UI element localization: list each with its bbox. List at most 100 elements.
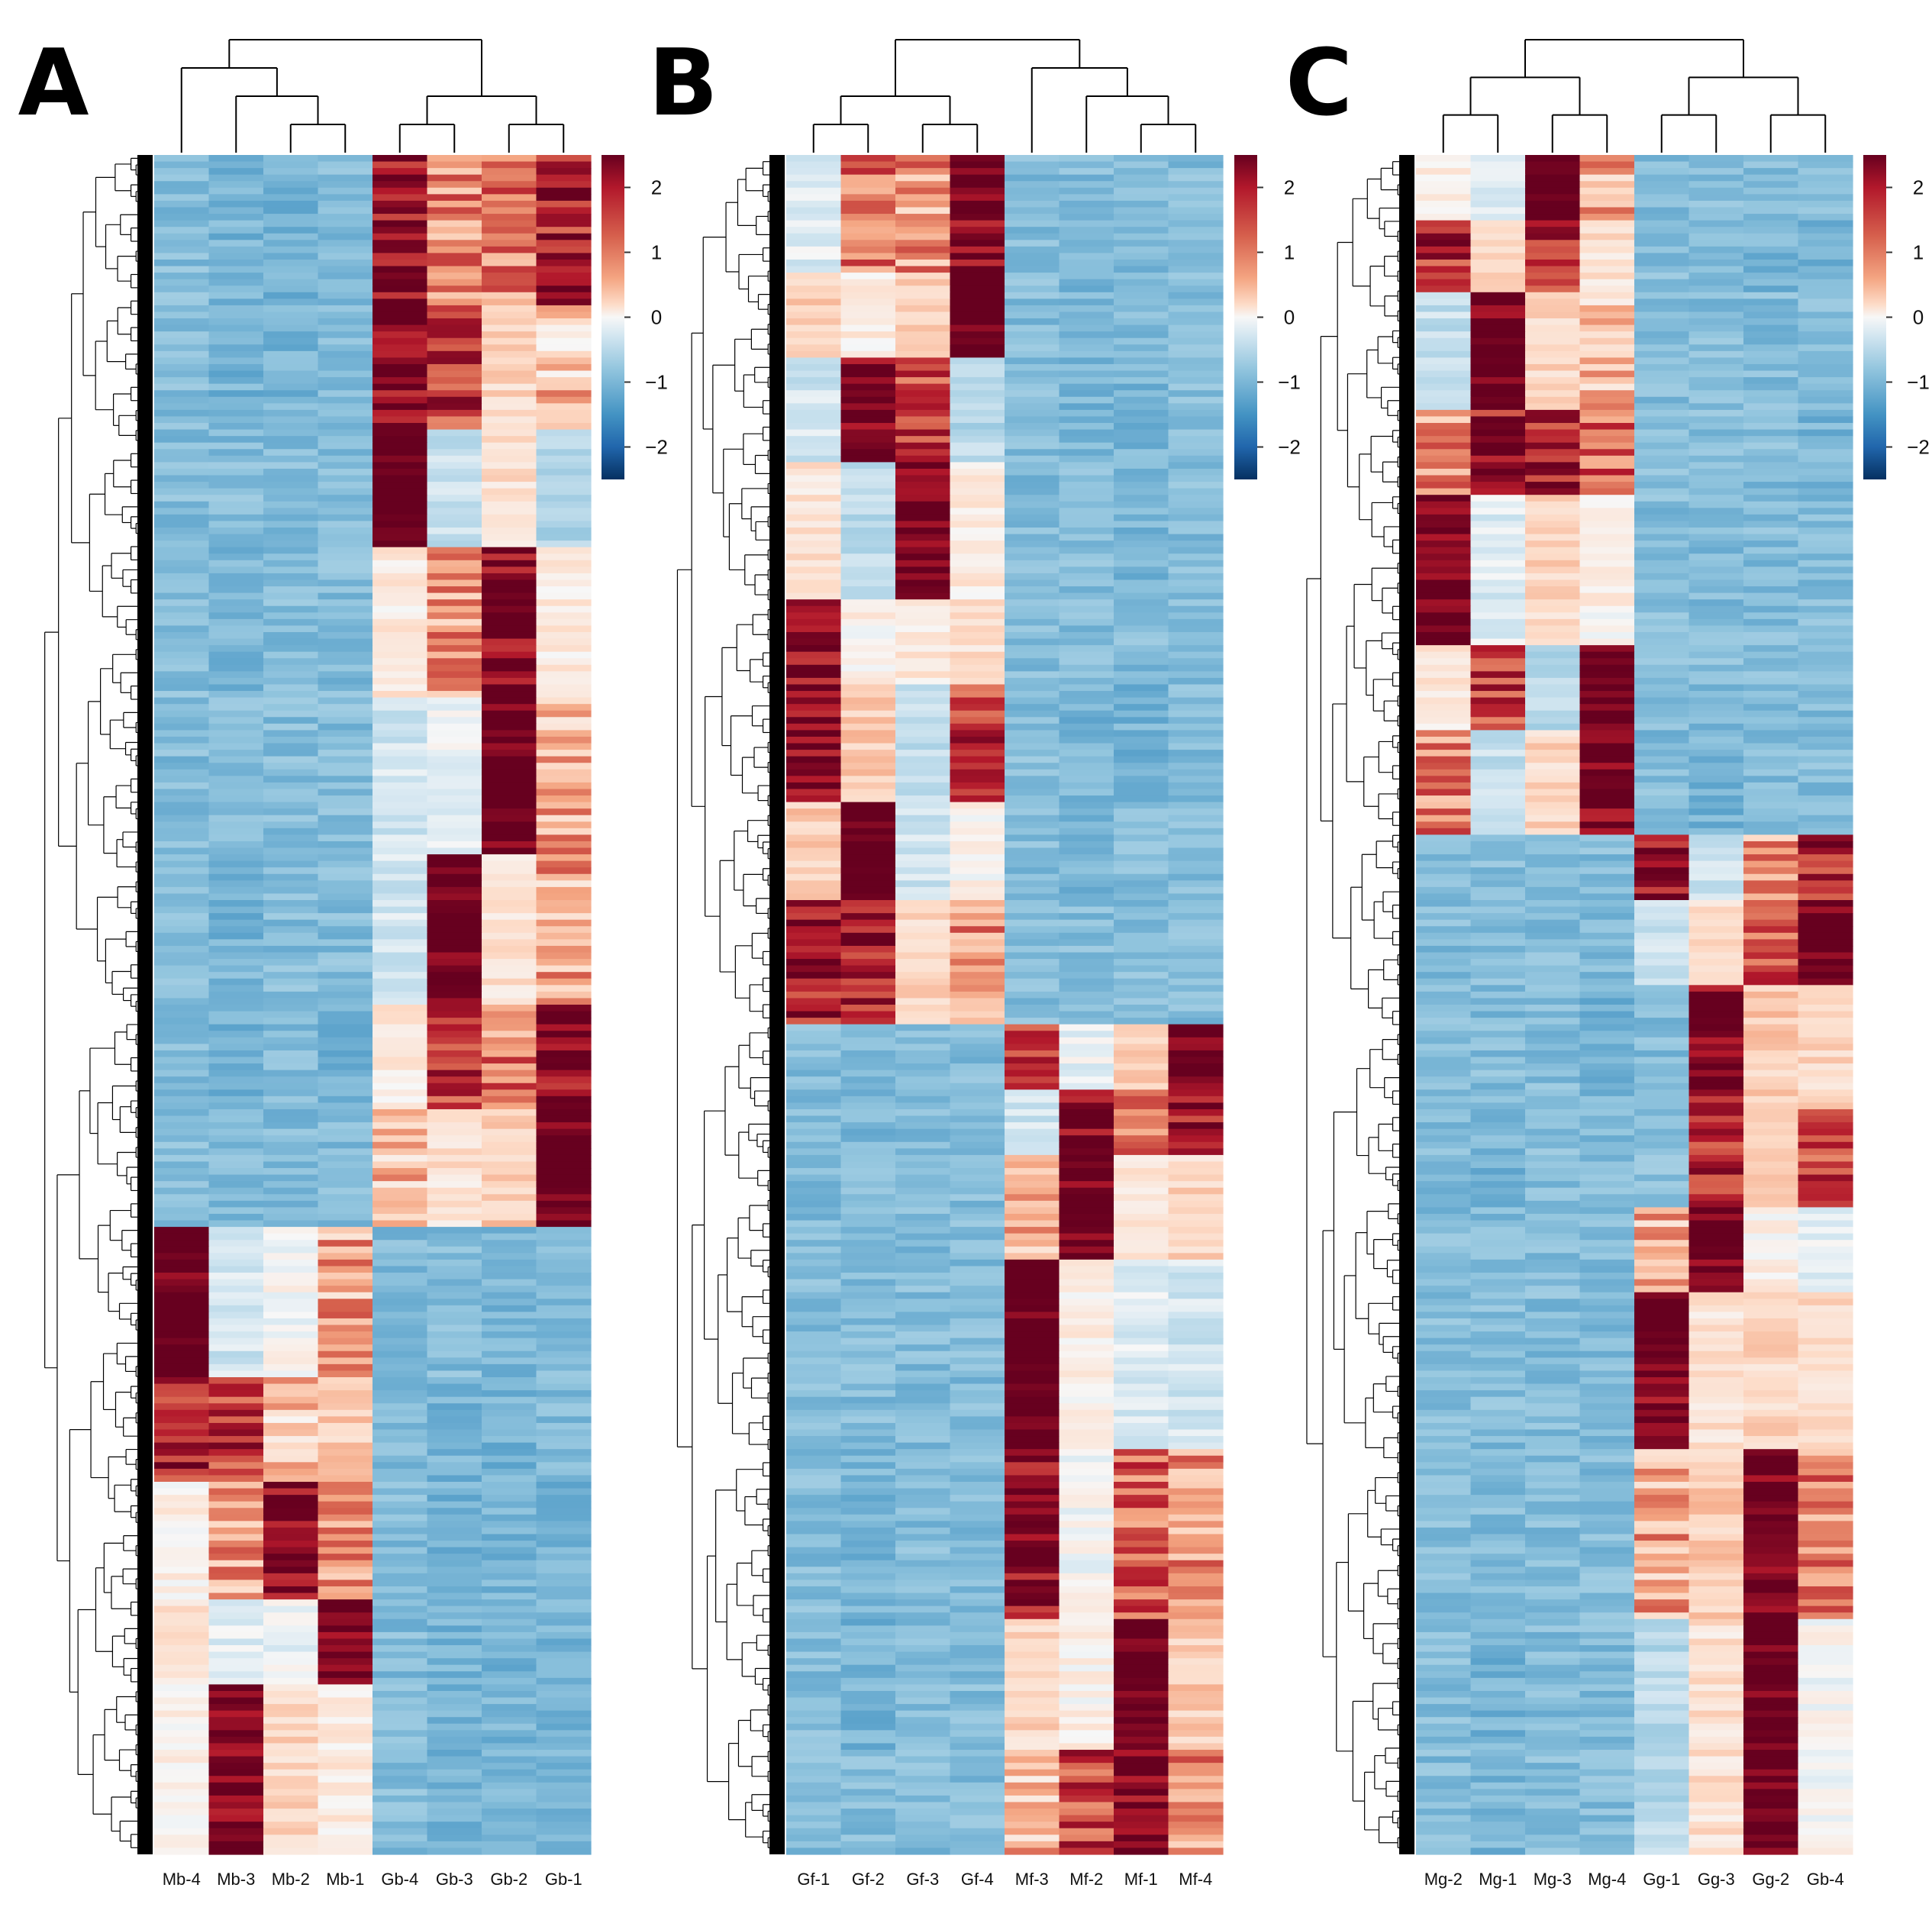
- heatmap-cell: [786, 1108, 842, 1117]
- heatmap-cell: [1059, 1246, 1114, 1254]
- heatmap-cell: [1114, 475, 1169, 482]
- heatmap-cell: [427, 1508, 482, 1515]
- heatmap-cell: [1688, 475, 1744, 482]
- heatmap-cell: [208, 1187, 264, 1195]
- heatmap-cell: [840, 1769, 896, 1776]
- heatmap-cell: [1168, 945, 1224, 954]
- heatmap-cell: [482, 1422, 537, 1431]
- heatmap-cell: [263, 1200, 319, 1208]
- heatmap-cell: [373, 618, 428, 627]
- heatmap-cell: [536, 579, 592, 587]
- heatmap-cell: [895, 710, 951, 718]
- heatmap-cell: [318, 1462, 373, 1470]
- heatmap-cell: [318, 1050, 373, 1058]
- heatmap-cell: [1579, 383, 1635, 391]
- heatmap-cell: [1525, 566, 1581, 574]
- heatmap-cell: [208, 900, 264, 908]
- heatmap-cell: [1168, 1743, 1224, 1751]
- heatmap-cell: [427, 599, 482, 607]
- heatmap-cell: [1743, 547, 1799, 554]
- heatmap-cell: [1114, 311, 1169, 319]
- heatmap-cell: [895, 1416, 951, 1424]
- heatmap-cell: [373, 1011, 428, 1018]
- heatmap-cell: [786, 743, 842, 750]
- heatmap-cell: [950, 1710, 1005, 1718]
- heatmap-cell: [840, 1108, 896, 1117]
- heatmap-cell: [840, 1050, 896, 1058]
- heatmap-cell: [263, 854, 319, 862]
- heatmap-cell: [318, 1207, 373, 1215]
- heatmap-cell: [208, 592, 264, 600]
- heatmap-cell: [536, 1396, 592, 1404]
- heatmap-cell: [840, 534, 896, 541]
- heatmap-cell: [318, 1586, 373, 1594]
- heatmap-cell: [154, 1102, 210, 1110]
- heatmap-cell: [786, 292, 842, 299]
- heatmap-cell: [536, 1468, 592, 1476]
- heatmap-cell: [1688, 259, 1744, 267]
- heatmap-cell: [1005, 273, 1060, 280]
- heatmap-cell: [895, 1168, 951, 1176]
- heatmap-cell: [840, 821, 896, 829]
- heatmap-cell: [536, 1057, 592, 1064]
- heatmap-cell: [482, 1037, 537, 1044]
- heatmap-cell: [1059, 1233, 1114, 1241]
- heatmap-cell: [1059, 1089, 1114, 1097]
- heatmap-cell: [1005, 1468, 1060, 1476]
- heatmap-cell: [427, 246, 482, 254]
- heatmap-cell: [786, 1331, 842, 1339]
- heatmap-cell: [373, 573, 428, 581]
- heatmap-cell: [427, 1638, 482, 1646]
- heatmap-cell: [1059, 808, 1114, 816]
- heatmap-cell: [1579, 534, 1635, 541]
- heatmap-cell: [895, 1514, 951, 1521]
- heatmap-cell: [482, 1658, 537, 1666]
- heatmap-cell: [536, 279, 592, 286]
- heatmap-cell: [786, 1736, 842, 1744]
- heatmap-cell: [1059, 1554, 1114, 1561]
- heatmap-cell: [950, 945, 1005, 954]
- heatmap-cell: [786, 534, 842, 541]
- heatmap-cell: [1688, 736, 1744, 744]
- heatmap-cell: [840, 1357, 896, 1365]
- heatmap-cell: [895, 1057, 951, 1064]
- heatmap-cell: [427, 1717, 482, 1725]
- heatmap-cell: [1688, 409, 1744, 418]
- heatmap-cell: [154, 1795, 210, 1803]
- heatmap-cell: [1470, 331, 1526, 339]
- heatmap-cell: [263, 1357, 319, 1365]
- heatmap-cell: [154, 377, 210, 385]
- heatmap-cell: [536, 266, 592, 273]
- heatmap-cell: [373, 259, 428, 267]
- heatmap-cell: [263, 390, 319, 398]
- heatmap-cell: [1634, 409, 1690, 418]
- heatmap-cell: [1005, 1403, 1060, 1411]
- heatmap-cell: [1059, 919, 1114, 927]
- heatmap-cell: [263, 638, 319, 646]
- heatmap-cell: [536, 854, 592, 862]
- heatmap-cell: [840, 1266, 896, 1273]
- heatmap-cell: [895, 383, 951, 391]
- heatmap-cell: [208, 1108, 264, 1117]
- heatmap-cell: [427, 1044, 482, 1051]
- heatmap-cell: [536, 1207, 592, 1215]
- heatmap-cell: [1005, 736, 1060, 744]
- heatmap-cell: [840, 1273, 896, 1280]
- heatmap-cell: [1114, 704, 1169, 712]
- heatmap-cell: [208, 1501, 264, 1509]
- heatmap-cell: [536, 305, 592, 313]
- heatmap-cell: [1059, 677, 1114, 686]
- heatmap-cell: [1525, 396, 1581, 404]
- heatmap-cell: [427, 945, 482, 954]
- heatmap-cell: [318, 363, 373, 372]
- heatmap-cell: [1579, 396, 1635, 404]
- heatmap-cell: [373, 592, 428, 600]
- heatmap-cell: [373, 1822, 428, 1829]
- heatmap-cell: [1114, 769, 1169, 776]
- heatmap-cell: [1743, 553, 1799, 561]
- heatmap-cell: [950, 867, 1005, 875]
- heatmap-cell: [1168, 161, 1224, 169]
- heatmap-cell: [1168, 704, 1224, 712]
- heatmap-cell: [482, 1645, 537, 1653]
- heatmap-cell: [1634, 736, 1690, 744]
